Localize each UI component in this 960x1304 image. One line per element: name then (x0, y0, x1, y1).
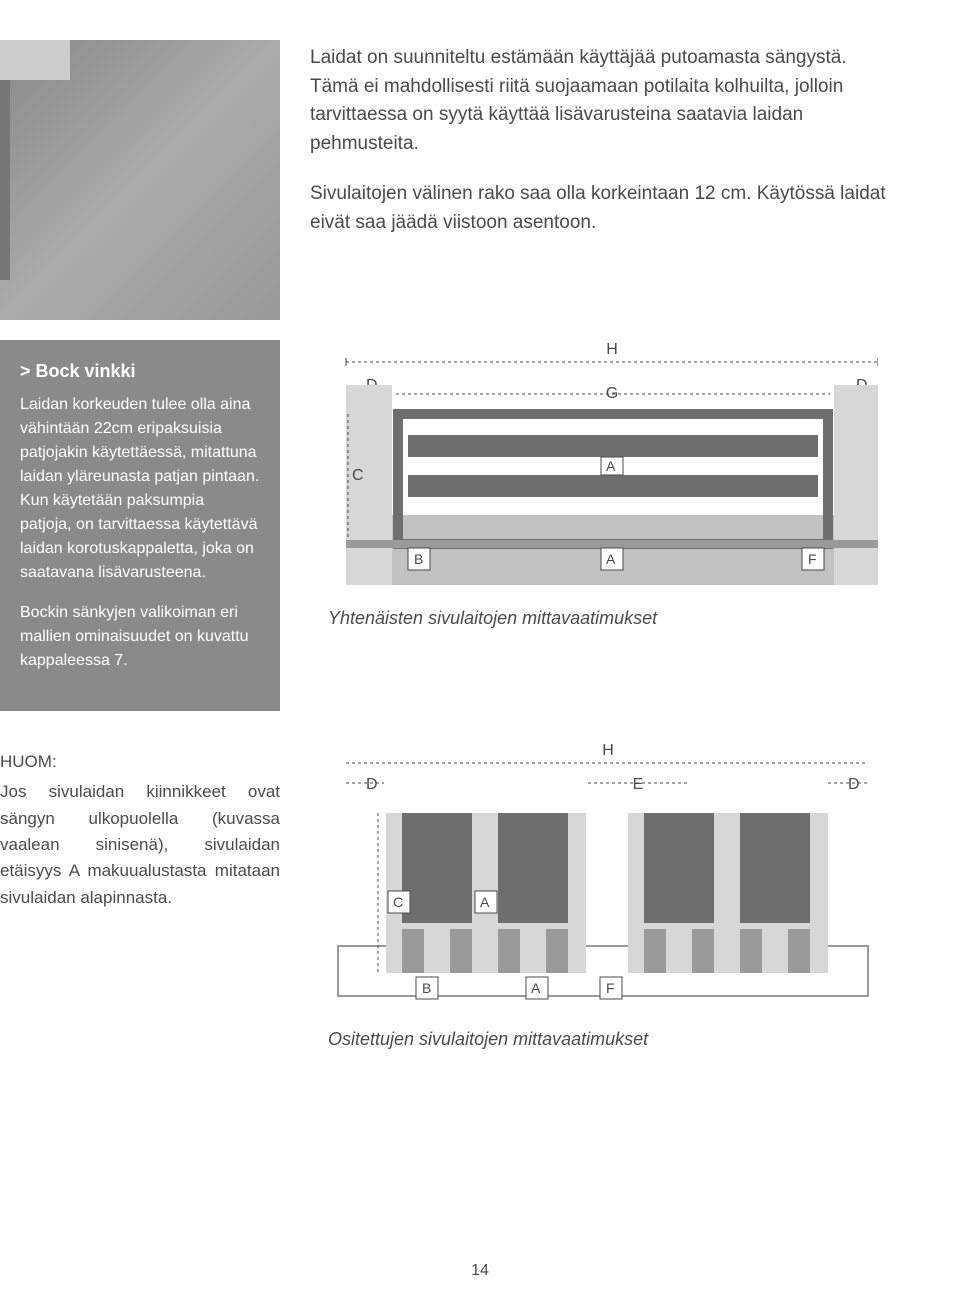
diagram-continuous-rails: H D D G C (308, 340, 878, 600)
tip-title: > Bock vinkki (20, 358, 260, 385)
dim2-a-top: A (480, 894, 490, 910)
dim-a-lower: A (606, 551, 616, 567)
diagram-split-rails: H D E D (308, 741, 878, 1021)
tip-box: > Bock vinkki Laidan korkeuden tulee oll… (0, 340, 280, 711)
dim2-c-label: C (393, 894, 403, 910)
dim2-b-label: B (422, 980, 431, 996)
intro-paragraph-2: Sivulaitojen välinen rako saa olla korke… (310, 180, 900, 237)
note-body: Jos sivulaidan kiinnikkeet ovat sängyn u… (0, 779, 280, 911)
dim2-a-lower: A (531, 980, 541, 996)
dim-a-upper: A (606, 458, 616, 474)
page-number: 14 (471, 1262, 489, 1280)
dim-c-label: C (352, 467, 364, 484)
note-column: HUOM: Jos sivulaidan kiinnikkeet ovat sä… (0, 741, 280, 911)
dim2-f-label: F (606, 980, 615, 996)
tip-paragraph-1: Laidan korkeuden tulee olla aina vähintä… (20, 393, 260, 585)
dim-b-label: B (414, 551, 423, 567)
dim2-e-label: E (633, 776, 644, 793)
tip-paragraph-2: Bockin sänkyjen valikoiman eri mallien o… (20, 601, 260, 673)
intro-paragraph-1: Laidat on suunniteltu estämään käyttäjää… (310, 44, 900, 158)
diagram1-caption: Yhtenäisten sivulaitojen mittavaatimukse… (328, 608, 900, 629)
dim2-d-right: D (848, 776, 860, 793)
diagram2-caption: Ositettujen sivulaitojen mittavaatimukse… (328, 1029, 900, 1050)
intro-text: Laidat on suunniteltu estämään käyttäjää… (310, 40, 900, 320)
product-photo (0, 40, 280, 320)
dim-h-label: H (606, 341, 618, 358)
note-label: HUOM: (0, 749, 280, 775)
dim2-h-label: H (602, 742, 614, 759)
dim-f-label: F (808, 551, 817, 567)
dim2-d-left: D (366, 776, 378, 793)
